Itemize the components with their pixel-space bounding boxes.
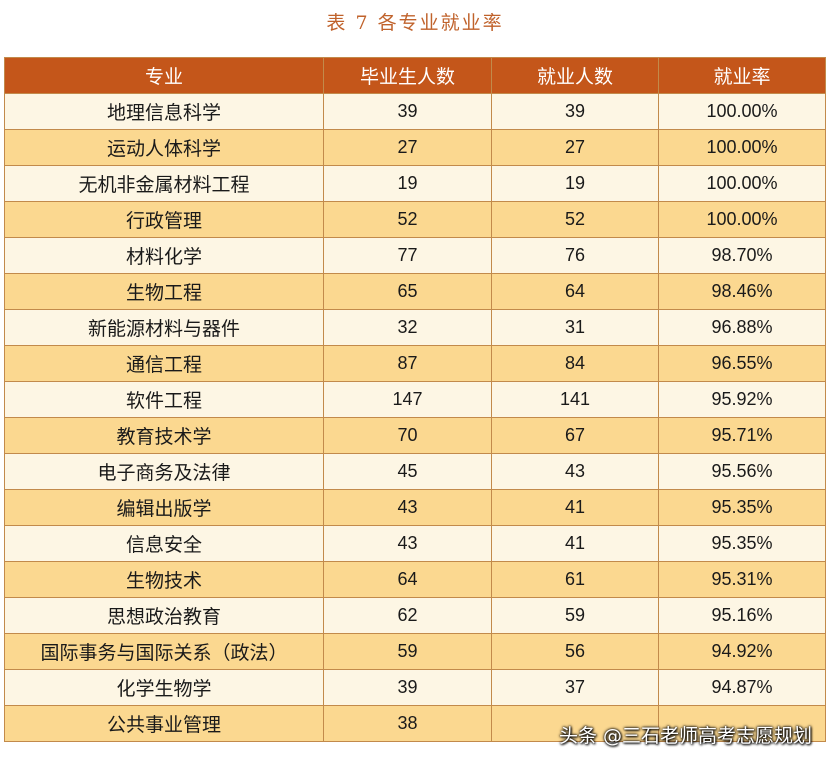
- header-graduates: 毕业生人数: [323, 57, 492, 94]
- watermark: 头条 @三石老师高考志愿规划: [558, 725, 812, 747]
- cell-major: 生物工程: [4, 273, 324, 310]
- table-row: 地理信息科学 39 39 100.00%: [4, 93, 826, 130]
- table-row: 编辑出版学 43 41 95.35%: [4, 489, 826, 526]
- table-row: 化学生物学 39 37 94.87%: [4, 669, 826, 706]
- cell-graduates: 45: [323, 453, 492, 490]
- cell-employed: 31: [491, 309, 659, 346]
- cell-rate: 95.31%: [658, 561, 826, 598]
- cell-major: 材料化学: [4, 237, 324, 274]
- cell-graduates: 52: [323, 201, 492, 238]
- cell-graduates: 62: [323, 597, 492, 634]
- table-row: 通信工程 87 84 96.55%: [4, 345, 826, 382]
- cell-major: 思想政治教育: [4, 597, 324, 634]
- cell-employed: 61: [491, 561, 659, 598]
- cell-graduates: 70: [323, 417, 492, 454]
- cell-rate: 100.00%: [658, 201, 826, 238]
- cell-rate: 98.46%: [658, 273, 826, 310]
- cell-rate: 100.00%: [658, 129, 826, 166]
- cell-employed: 59: [491, 597, 659, 634]
- table-row: 新能源材料与器件 32 31 96.88%: [4, 309, 826, 346]
- cell-employed: 41: [491, 489, 659, 526]
- cell-graduates: 27: [323, 129, 492, 166]
- cell-major: 通信工程: [4, 345, 324, 382]
- cell-employed: 67: [491, 417, 659, 454]
- table-row: 公共事业管理 38: [4, 705, 826, 742]
- cell-employed: [491, 705, 659, 742]
- cell-rate: 96.55%: [658, 345, 826, 382]
- cell-rate: 95.92%: [658, 381, 826, 418]
- cell-rate: 95.71%: [658, 417, 826, 454]
- cell-employed: 76: [491, 237, 659, 274]
- table-row: 运动人体科学 27 27 100.00%: [4, 129, 826, 166]
- cell-major: 生物技术: [4, 561, 324, 598]
- cell-graduates: 38: [323, 705, 492, 742]
- table-caption: 表 7 各专业就业率: [326, 12, 504, 34]
- cell-graduates: 39: [323, 93, 492, 130]
- table-body: 地理信息科学 39 39 100.00% 运动人体科学 27 27 100.00% 无机非金属材…: [4, 93, 826, 742]
- header-major: 专业: [4, 57, 324, 94]
- cell-employed: 27: [491, 129, 659, 166]
- cell-employed: 56: [491, 633, 659, 670]
- table-row: 信息安全 43 41 95.35%: [4, 525, 826, 562]
- cell-rate: [658, 705, 826, 742]
- cell-employed: 37: [491, 669, 659, 706]
- cell-employed: 41: [491, 525, 659, 562]
- cell-major: 地理信息科学: [4, 93, 324, 130]
- table-row: 电子商务及法律 45 43 95.56%: [4, 453, 826, 490]
- cell-rate: 95.35%: [658, 489, 826, 526]
- cell-graduates: 77: [323, 237, 492, 274]
- table-row: 国际事务与国际关系（政法） 59 56 94.92%: [4, 633, 826, 670]
- cell-major: 电子商务及法律: [4, 453, 324, 490]
- cell-major: 公共事业管理: [4, 705, 324, 742]
- cell-graduates: 43: [323, 525, 492, 562]
- table-row: 材料化学 77 76 98.70%: [4, 237, 826, 274]
- cell-graduates: 39: [323, 669, 492, 706]
- cell-graduates: 87: [323, 345, 492, 382]
- cell-rate: 95.56%: [658, 453, 826, 490]
- cell-graduates: 32: [323, 309, 492, 346]
- table-row: 生物技术 64 61 95.31%: [4, 561, 826, 598]
- cell-major: 化学生物学: [4, 669, 324, 706]
- cell-major: 运动人体科学: [4, 129, 324, 166]
- cell-rate: 96.88%: [658, 309, 826, 346]
- cell-rate: 94.92%: [658, 633, 826, 670]
- cell-employed: 64: [491, 273, 659, 310]
- cell-rate: 100.00%: [658, 93, 826, 130]
- header-employment-rate: 就业率: [658, 57, 826, 94]
- cell-rate: 95.35%: [658, 525, 826, 562]
- cell-graduates: 65: [323, 273, 492, 310]
- cell-graduates: 59: [323, 633, 492, 670]
- cell-employed: 19: [491, 165, 659, 202]
- employment-rate-table: 专业 毕业生人数 就业人数 就业率 地理信息科学 39 39 100.00% 运动人体科…: [4, 57, 826, 742]
- table-row: 行政管理 52 52 100.00%: [4, 201, 826, 238]
- table-row: 思想政治教育 62 59 95.16%: [4, 597, 826, 634]
- cell-major: 无机非金属材料工程: [4, 165, 324, 202]
- cell-major: 软件工程: [4, 381, 324, 418]
- cell-major: 新能源材料与器件: [4, 309, 324, 346]
- cell-rate: 98.70%: [658, 237, 826, 274]
- cell-major: 信息安全: [4, 525, 324, 562]
- cell-graduates: 147: [323, 381, 492, 418]
- cell-employed: 52: [491, 201, 659, 238]
- cell-rate: 100.00%: [658, 165, 826, 202]
- cell-rate: 94.87%: [658, 669, 826, 706]
- table-row: 教育技术学 70 67 95.71%: [4, 417, 826, 454]
- cell-employed: 43: [491, 453, 659, 490]
- cell-graduates: 43: [323, 489, 492, 526]
- table-row: 无机非金属材料工程 19 19 100.00%: [4, 165, 826, 202]
- cell-employed: 141: [491, 381, 659, 418]
- header-employed: 就业人数: [491, 57, 659, 94]
- cell-rate: 95.16%: [658, 597, 826, 634]
- cell-major: 编辑出版学: [4, 489, 324, 526]
- cell-major: 行政管理: [4, 201, 324, 238]
- cell-major: 国际事务与国际关系（政法）: [4, 633, 324, 670]
- table-row: 生物工程 65 64 98.46%: [4, 273, 826, 310]
- cell-major: 教育技术学: [4, 417, 324, 454]
- table-row: 软件工程 147 141 95.92%: [4, 381, 826, 418]
- cell-employed: 39: [491, 93, 659, 130]
- table-header-row: 专业 毕业生人数 就业人数 就业率: [4, 57, 826, 94]
- cell-graduates: 19: [323, 165, 492, 202]
- cell-employed: 84: [491, 345, 659, 382]
- cell-graduates: 64: [323, 561, 492, 598]
